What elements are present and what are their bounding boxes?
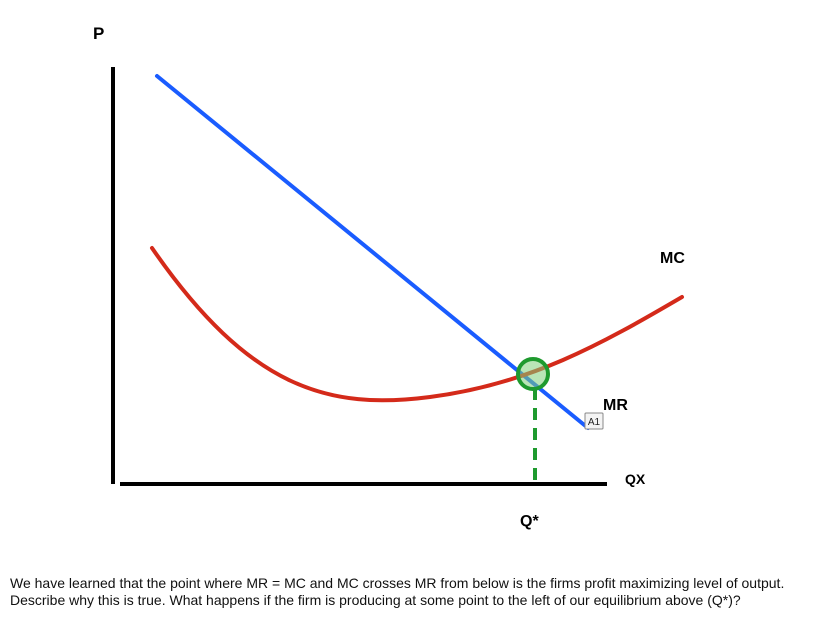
a1-tag: A1	[584, 412, 604, 430]
x-axis-label: QX	[625, 471, 646, 487]
question-text: We have learned that the point where MR …	[10, 575, 785, 608]
y-axis-label: P	[93, 24, 104, 43]
mc-label: MC	[660, 250, 685, 267]
intersection-marker	[516, 357, 550, 391]
a1-tag-label: A1	[588, 417, 601, 428]
mr-label: MR	[603, 397, 628, 414]
mr-mc-diagram: A1 P MC MR QX Q*	[93, 24, 685, 530]
mc-curve	[150, 246, 684, 403]
mr-line	[155, 74, 590, 430]
q-star-label: Q*	[520, 513, 539, 530]
